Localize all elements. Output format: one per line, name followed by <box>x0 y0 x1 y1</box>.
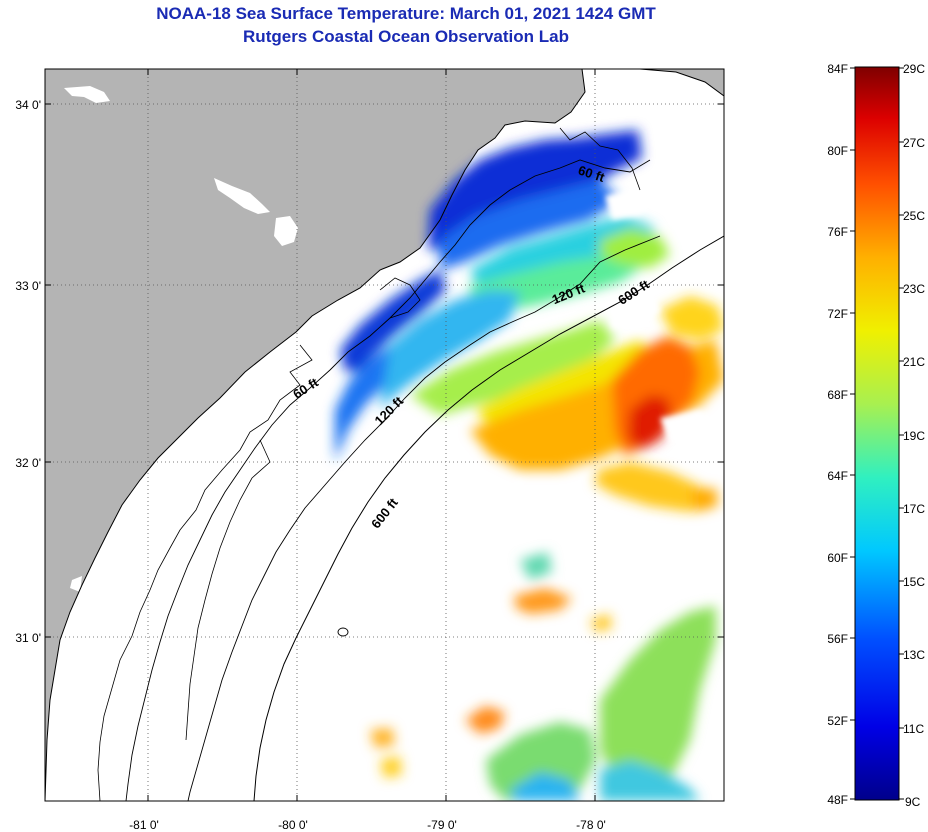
colorbar: 84F 80F 76F 72F 68F 64F 60F 56F 52F 48F … <box>827 62 925 809</box>
colorbar-fahrenheit-labels: 84F 80F 76F 72F 68F 64F 60F 56F 52F 48F <box>827 62 848 807</box>
land-mass-northeast <box>592 69 724 96</box>
longitude-labels: -81 0' -80 0' -79 0' -78 0' <box>129 818 606 832</box>
coastline <box>45 69 586 801</box>
sst-data-field <box>335 130 724 801</box>
c-label-11: 11C <box>903 722 924 736</box>
seamount-contour <box>337 627 349 637</box>
lat-label-33: 33 0' <box>15 279 41 293</box>
lat-label-31: 31 0' <box>15 631 41 645</box>
map-area: 60 ft 120 ft 600 ft 60 ft 120 ft 600 ft <box>45 69 724 801</box>
map-ticks <box>45 69 724 801</box>
c-label-27: 27C <box>903 136 925 150</box>
map-title: NOAA-18 Sea Surface Temperature: March 0… <box>156 4 656 23</box>
f-label-60: 60F <box>827 551 848 565</box>
f-label-68: 68F <box>827 388 848 402</box>
colorbar-f-ticks <box>850 67 855 800</box>
colorbar-gradient <box>854 66 900 801</box>
map-subtitle: Rutgers Coastal Ocean Observation Lab <box>243 27 569 46</box>
f-label-84: 84F <box>827 62 848 76</box>
colorbar-celsius-labels: 29C 27C 25C 23C 21C 19C 17C 15C 13C 11C … <box>903 62 925 809</box>
lon-label-80: -80 0' <box>278 818 308 832</box>
c-label-29: 29C <box>903 62 925 76</box>
lon-label-78: -78 0' <box>576 818 606 832</box>
coastline-northeast <box>639 69 724 97</box>
isobath-120ft <box>187 235 661 801</box>
c-label-25: 25C <box>903 209 925 223</box>
f-label-56: 56F <box>827 632 848 646</box>
c-label-9: 9C <box>905 795 921 809</box>
c-label-21: 21C <box>903 355 925 369</box>
data-gaps <box>470 186 720 550</box>
c-label-15: 15C <box>903 575 925 589</box>
f-label-76: 76F <box>827 225 848 239</box>
f-label-52: 52F <box>827 714 848 728</box>
c-label-17: 17C <box>903 502 925 516</box>
c-label-13: 13C <box>903 648 925 662</box>
c-label-23: 23C <box>903 282 925 296</box>
lat-label-32: 32 0' <box>15 456 41 470</box>
f-label-64: 64F <box>827 469 848 483</box>
f-label-48: 48F <box>827 793 848 807</box>
inland-lakes <box>48 86 298 756</box>
f-label-80: 80F <box>827 144 848 158</box>
lon-label-81: -81 0' <box>129 818 159 832</box>
c-label-19: 19C <box>903 429 925 443</box>
f-label-72: 72F <box>827 307 848 321</box>
lon-label-79: -79 0' <box>427 818 457 832</box>
lat-label-34: 34 0' <box>15 98 41 112</box>
map-frame <box>44 68 725 802</box>
colorbar-c-ticks <box>899 67 904 800</box>
isobath-60ft <box>125 159 651 801</box>
land-mass <box>45 69 585 801</box>
isobath-600ft <box>253 235 724 801</box>
latitude-labels: 34 0' 33 0' 32 0' 31 0' <box>15 98 41 645</box>
